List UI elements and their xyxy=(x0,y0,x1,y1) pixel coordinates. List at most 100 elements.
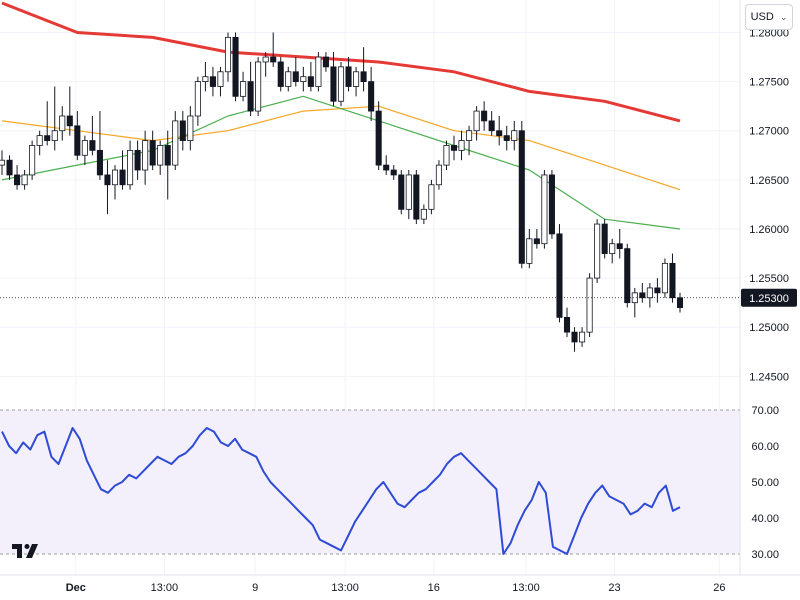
candle xyxy=(81,135,88,166)
candle xyxy=(616,228,623,259)
candle xyxy=(179,111,186,151)
candle xyxy=(29,140,36,180)
candle xyxy=(398,170,405,215)
time-tick-label: Dec xyxy=(66,582,86,594)
candle xyxy=(571,327,578,352)
candle xyxy=(0,150,6,175)
time-tick-label: 13:00 xyxy=(512,582,540,594)
candle xyxy=(353,66,360,97)
candle xyxy=(420,204,427,225)
candle xyxy=(360,47,367,92)
moving-average-line xyxy=(1,95,681,230)
candle xyxy=(601,219,608,259)
candle xyxy=(36,130,43,156)
time-tick-label: 9 xyxy=(252,582,258,594)
time-tick-label: 23 xyxy=(608,582,620,594)
candle xyxy=(59,106,66,141)
tradingview-logo-icon xyxy=(12,544,38,558)
candle xyxy=(142,130,149,185)
candle xyxy=(277,57,284,92)
candle xyxy=(586,273,593,338)
rsi-tick-label: 60.00 xyxy=(751,441,779,453)
candle xyxy=(21,170,28,190)
price-tick-label: 1.24500 xyxy=(749,371,789,383)
price-tick-label: 1.26500 xyxy=(749,175,789,187)
candle xyxy=(14,165,21,190)
time-axis[interactable]: Dec 13:00 9 13:00 16 13:00 23 26 xyxy=(66,582,726,594)
candle xyxy=(375,101,382,171)
candle xyxy=(548,170,555,239)
time-tick-label: 13:00 xyxy=(151,582,179,594)
price-tick-label: 1.25500 xyxy=(749,273,789,285)
candle xyxy=(654,278,661,303)
candle xyxy=(526,228,533,269)
candle xyxy=(639,283,646,303)
price-tick-label: 1.28000 xyxy=(749,27,789,39)
candle xyxy=(443,140,450,171)
last-price-label: 1.25300 xyxy=(749,293,789,305)
candle xyxy=(609,238,616,264)
candle xyxy=(232,32,239,102)
candles xyxy=(0,32,684,352)
candle xyxy=(157,140,164,175)
rsi-line xyxy=(1,427,681,555)
candle xyxy=(44,101,51,146)
candle xyxy=(496,115,503,146)
time-tick-label: 13:00 xyxy=(331,582,359,594)
chevron-down-icon: ⌄ xyxy=(779,11,788,22)
candle xyxy=(624,243,631,308)
price-axis[interactable]: 1.28000 1.27500 1.27000 1.26500 1.26000 1.255… xyxy=(749,27,789,383)
rsi-tick-label: 30.00 xyxy=(751,549,779,561)
candle xyxy=(563,307,571,338)
last-price-tag: 1.25300 xyxy=(741,288,797,307)
currency-selector[interactable]: USD ⌄ xyxy=(745,4,793,30)
candle xyxy=(511,120,518,151)
candle xyxy=(194,76,201,126)
rsi-band xyxy=(0,410,740,554)
candle xyxy=(345,57,352,92)
candle xyxy=(6,155,13,180)
price-tick-label: 1.25000 xyxy=(749,322,789,334)
rsi-tick-label: 70.00 xyxy=(751,405,779,417)
time-tick-label: 26 xyxy=(713,582,725,594)
candle xyxy=(473,106,480,141)
moving-average-line xyxy=(1,105,681,191)
candle xyxy=(518,120,525,269)
candle xyxy=(594,219,601,284)
rsi-series-line xyxy=(1,427,681,555)
candle xyxy=(307,61,314,92)
candle xyxy=(330,52,337,107)
candle xyxy=(488,111,495,136)
candle xyxy=(646,283,653,308)
candle xyxy=(435,160,442,190)
candle xyxy=(337,61,345,107)
candle xyxy=(164,130,171,200)
candle xyxy=(669,253,676,303)
price-tick-label: 1.27500 xyxy=(749,77,789,89)
candle xyxy=(579,327,586,347)
candle xyxy=(270,32,277,67)
candle xyxy=(119,150,126,190)
candle xyxy=(255,57,262,116)
candle xyxy=(541,170,548,249)
rsi-tick-label: 50.00 xyxy=(751,477,779,489)
price-tick-label: 1.27000 xyxy=(749,126,789,138)
candle xyxy=(315,52,322,92)
candle xyxy=(149,130,156,171)
time-tick-label: 16 xyxy=(428,582,440,594)
candle xyxy=(262,52,269,77)
candle xyxy=(224,32,232,82)
rsi-axis[interactable]: 70.00 60.00 50.00 40.00 30.00 xyxy=(751,405,779,561)
candle xyxy=(390,165,397,180)
candle xyxy=(202,61,209,92)
candle xyxy=(481,101,488,131)
candle xyxy=(533,228,540,249)
candle xyxy=(172,111,179,171)
candle xyxy=(428,179,435,215)
candle xyxy=(368,66,375,121)
candle xyxy=(631,287,638,318)
candle xyxy=(556,224,563,323)
candle xyxy=(247,61,254,116)
candle xyxy=(676,292,684,313)
